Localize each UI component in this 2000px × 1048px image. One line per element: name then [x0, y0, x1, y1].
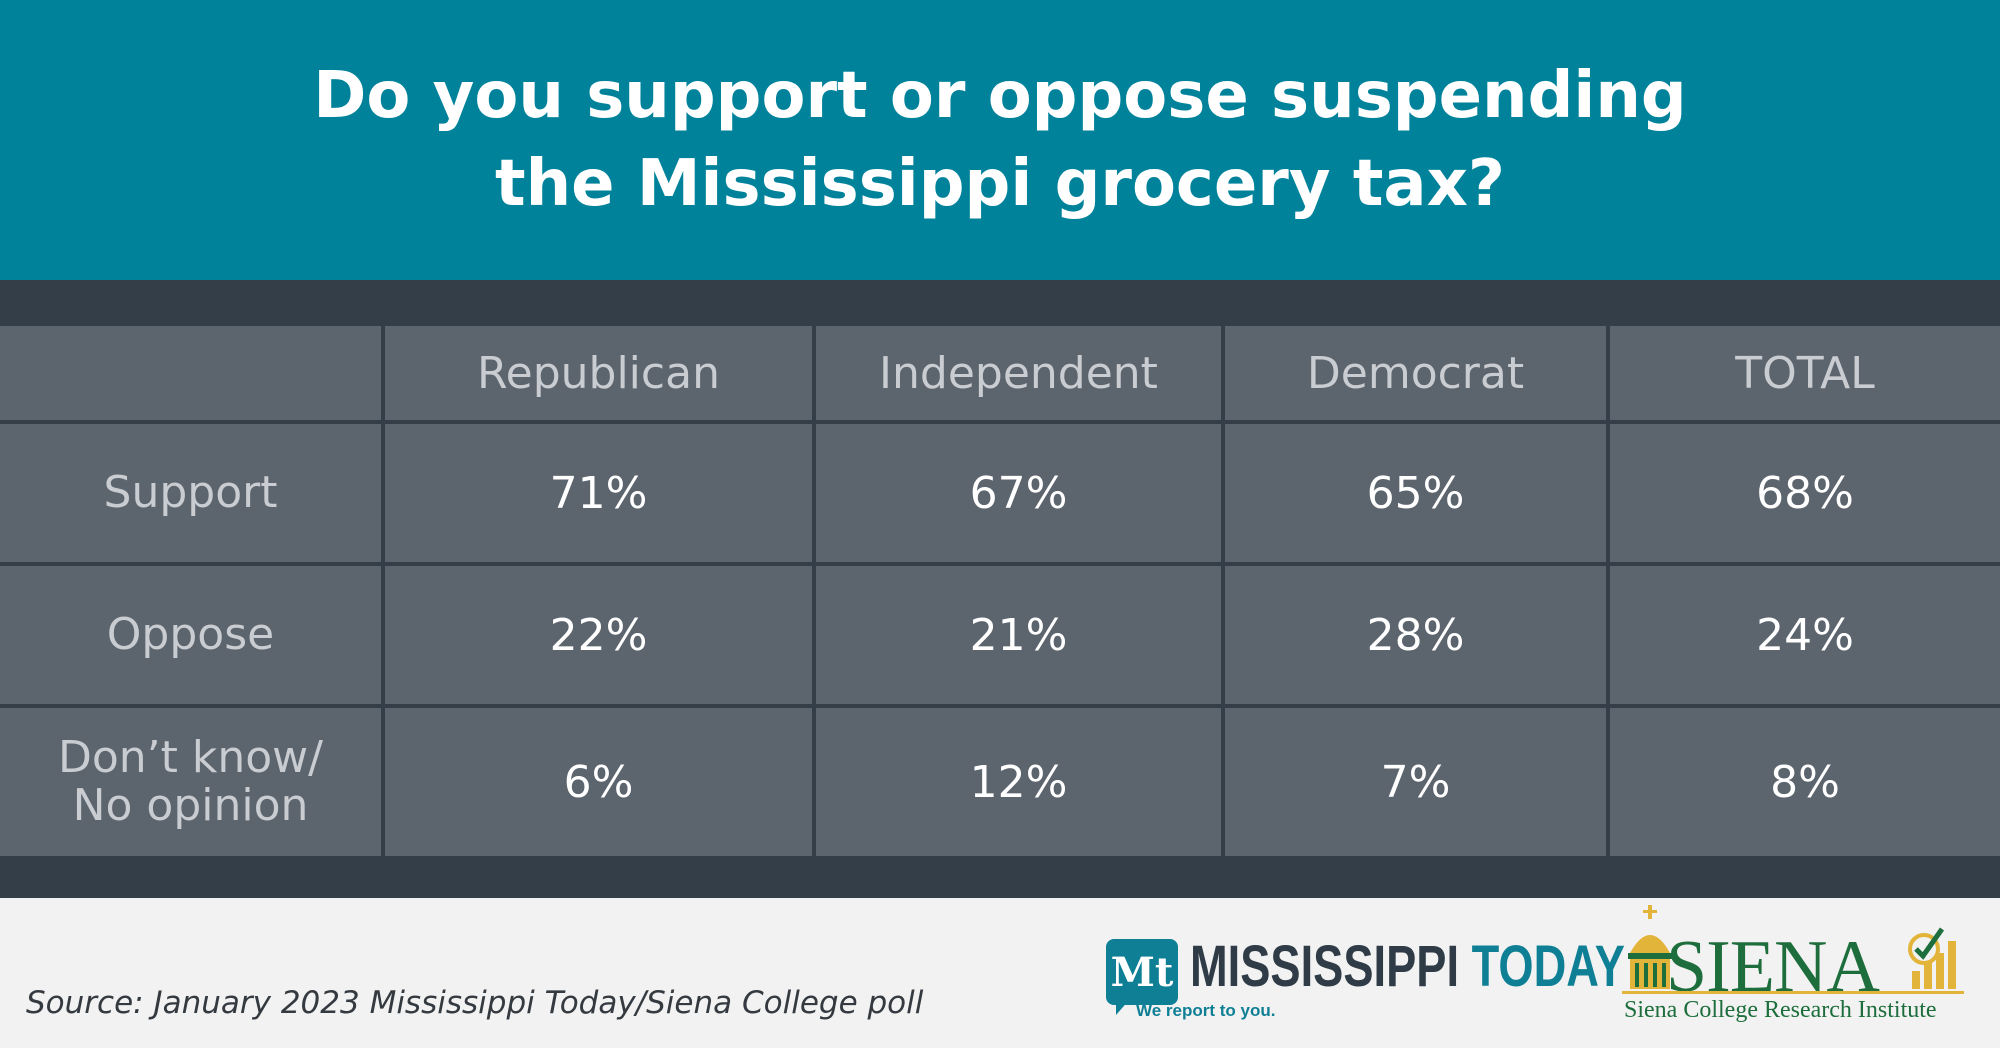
- chart-title-line-1: Do you support or oppose suspending: [313, 59, 1687, 133]
- mt-wordmark-today: TODAY: [1471, 934, 1625, 999]
- dont-know-republican-value: 6%: [385, 708, 812, 856]
- siena-logo: SIENA Siena College Research Institute: [1622, 905, 1972, 1025]
- title-banner: Do you support or oppose suspending the …: [0, 0, 2000, 280]
- column-header-republican: Republican: [385, 326, 812, 420]
- support-republican-value: 71%: [385, 424, 812, 562]
- row-label-support: Support: [0, 424, 381, 562]
- oppose-democrat-value: 28%: [1225, 566, 1606, 704]
- siena-dome-icon: [1628, 905, 1672, 989]
- mississippi-today-logo: Mt MISSISSIPPI TODAY We report to you.: [1106, 935, 1625, 1025]
- mt-wordmark-mississippi: MISSISSIPPI: [1190, 934, 1460, 999]
- siena-subtitle: Siena College Research Institute: [1624, 997, 1937, 1023]
- column-header-independent: Independent: [816, 326, 1221, 420]
- row-label-dont-know: Don’t know/ No opinion: [0, 708, 381, 856]
- support-independent-value: 67%: [816, 424, 1221, 562]
- row-label-dont-know-line-1: Don’t know/: [57, 732, 323, 783]
- chart-title-line-2: the Mississippi grocery tax?: [495, 147, 1505, 221]
- siena-wordmark: SIENA: [1666, 926, 1880, 1008]
- dont-know-total-value: 8%: [1610, 708, 2000, 856]
- siena-underline: [1622, 991, 1964, 994]
- oppose-independent-value: 21%: [816, 566, 1221, 704]
- row-label-dont-know-line-2: No opinion: [72, 780, 309, 831]
- siena-bars-check-icon: [1908, 927, 1956, 989]
- oppose-total-value: 24%: [1610, 566, 2000, 704]
- corner-cell: [0, 326, 381, 420]
- speech-tail-icon: [1116, 999, 1130, 1015]
- mt-badge-icon: Mt: [1106, 939, 1178, 1005]
- oppose-republican-value: 22%: [385, 566, 812, 704]
- support-democrat-value: 65%: [1225, 424, 1606, 562]
- mt-wordmark: MISSISSIPPI TODAY: [1190, 935, 1625, 999]
- source-note: Source: January 2023 Mississippi Today/S…: [26, 985, 924, 1021]
- column-header-democrat: Democrat: [1225, 326, 1606, 420]
- dont-know-democrat-value: 7%: [1225, 708, 1606, 856]
- mt-tagline: We report to you.: [1136, 1001, 1276, 1020]
- support-total-value: 68%: [1610, 424, 2000, 562]
- row-label-oppose: Oppose: [0, 566, 381, 704]
- dont-know-independent-value: 12%: [816, 708, 1221, 856]
- column-header-total: TOTAL: [1610, 326, 2000, 420]
